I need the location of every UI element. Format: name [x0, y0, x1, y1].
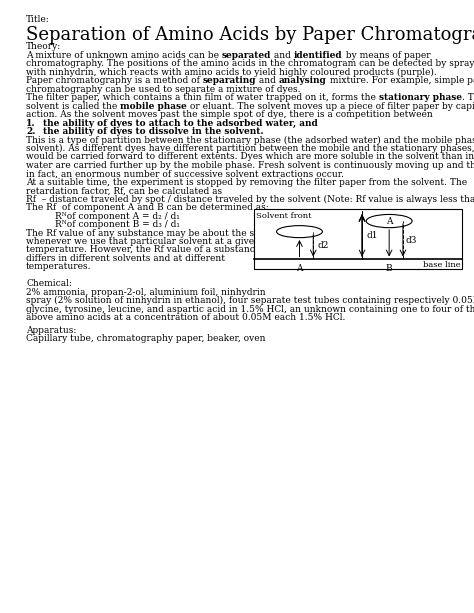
Text: 1.: 1.	[26, 118, 36, 128]
Text: and: and	[271, 51, 294, 60]
Text: Rᴺof component A = d₂ / d₁: Rᴺof component A = d₂ / d₁	[55, 211, 179, 221]
Text: The filter paper, which contains a thin film of water trapped on it, forms the: The filter paper, which contains a thin …	[26, 93, 379, 102]
Text: The Rf value of any substance may be about the same: The Rf value of any substance may be abo…	[26, 229, 273, 237]
Text: action. As the solvent moves past the simple spot of dye, there is a competition: action. As the solvent moves past the si…	[26, 110, 433, 119]
Text: analysing: analysing	[279, 76, 327, 85]
Text: B: B	[386, 264, 392, 273]
Text: spray (2% solution of ninhydrin in ethanol), four separate test tubes containing: spray (2% solution of ninhydrin in ethan…	[26, 296, 474, 305]
Text: separated: separated	[222, 51, 271, 60]
Text: The Rf  of component A and B can be determined as:: The Rf of component A and B can be deter…	[26, 203, 269, 212]
Text: identified: identified	[294, 51, 343, 60]
Text: A: A	[386, 216, 392, 226]
Text: A: A	[296, 264, 303, 273]
Text: mobile phase: mobile phase	[120, 102, 187, 110]
Text: mixture. For example, simple paper: mixture. For example, simple paper	[327, 76, 474, 85]
Text: differs in different solvents and at different: differs in different solvents and at dif…	[26, 254, 225, 263]
Text: Rᴺof component B = d₃ / d₁: Rᴺof component B = d₃ / d₁	[55, 220, 179, 229]
FancyBboxPatch shape	[254, 209, 462, 269]
Text: Rf  – distance traveled by spot / distance traveled by the solvent (Note: Rf val: Rf – distance traveled by spot / distanc…	[26, 195, 474, 204]
Text: in fact, an enormous number of successive solvent extractions occur.: in fact, an enormous number of successiv…	[26, 169, 344, 178]
Text: retardation factor, Rf, can be calculated as: retardation factor, Rf, can be calculate…	[26, 186, 222, 195]
Text: d1: d1	[367, 231, 378, 240]
Text: would be carried forward to different extents. Dyes which are more soluble in th: would be carried forward to different ex…	[26, 153, 474, 161]
Text: or eluant. The solvent moves up a piece of filter paper by capillary: or eluant. The solvent moves up a piece …	[187, 102, 474, 110]
Text: temperatures.: temperatures.	[26, 262, 91, 272]
Text: Capillary tube, chromatography paper, beaker, oven: Capillary tube, chromatography paper, be…	[26, 334, 265, 343]
Text: chromatography. The positions of the amino acids in the chromatogram can be dete: chromatography. The positions of the ami…	[26, 59, 474, 68]
Text: stationary phase: stationary phase	[379, 93, 462, 102]
Text: Solvent front: Solvent front	[256, 212, 311, 220]
Text: temperature. However, the Rf value of a substance: temperature. However, the Rf value of a …	[26, 245, 260, 254]
Text: above amino acids at a concentration of about 0.05M each 1.5% HCl.: above amino acids at a concentration of …	[26, 313, 346, 322]
Text: whenever we use that particular solvent at a given: whenever we use that particular solvent …	[26, 237, 260, 246]
Text: water are carried further up by the mobile phase. Fresh solvent is continuously : water are carried further up by the mobi…	[26, 161, 474, 170]
Text: d3: d3	[405, 236, 417, 245]
Text: the ability of dyes to attach to the adsorbed water, and: the ability of dyes to attach to the ads…	[43, 118, 318, 128]
Text: . The: . The	[462, 93, 474, 102]
Text: Chemical:: Chemical:	[26, 280, 72, 288]
Text: At a suitable time, the experiment is stopped by removing the filter paper from : At a suitable time, the experiment is st…	[26, 178, 467, 187]
Text: the ability of dyes to dissolve in the solvent.: the ability of dyes to dissolve in the s…	[43, 127, 263, 136]
Text: Apparatus:: Apparatus:	[26, 326, 76, 335]
Text: by means of paper: by means of paper	[343, 51, 430, 60]
Text: d2: d2	[317, 241, 328, 250]
Text: Theory:: Theory:	[26, 42, 61, 50]
Text: Title:: Title:	[26, 15, 50, 25]
Text: base line: base line	[423, 261, 460, 268]
Text: chromatography can be used to separate a mixture of dyes.: chromatography can be used to separate a…	[26, 85, 301, 94]
Text: separating: separating	[203, 76, 256, 85]
Text: A mixture of unknown amino acids can be: A mixture of unknown amino acids can be	[26, 51, 222, 60]
Text: and: and	[256, 76, 279, 85]
Text: Paper chromatography is a method of: Paper chromatography is a method of	[26, 76, 203, 85]
Text: 2.: 2.	[26, 127, 36, 136]
Text: This is a type of partition between the stationary phase (the adsorbed water) an: This is a type of partition between the …	[26, 135, 474, 145]
Text: solvent is called the: solvent is called the	[26, 102, 120, 110]
Text: solvent). As different dyes have different partition between the mobile and the : solvent). As different dyes have differe…	[26, 144, 474, 153]
Text: 2% ammonia, propan-2-ol, aluminium foil, ninhydrin: 2% ammonia, propan-2-ol, aluminium foil,…	[26, 287, 266, 297]
Ellipse shape	[366, 215, 412, 227]
Text: with ninhydrin, which reacts with amino acids to yield highly coloured products : with ninhydrin, which reacts with amino …	[26, 68, 437, 77]
Text: glycine, tyrosine, leucine, and aspartic acid in 1.5% HCl, an unknown containing: glycine, tyrosine, leucine, and aspartic…	[26, 305, 474, 314]
Text: Separation of Amino Acids by Paper Chromatography: Separation of Amino Acids by Paper Chrom…	[26, 26, 474, 44]
Ellipse shape	[276, 226, 322, 238]
